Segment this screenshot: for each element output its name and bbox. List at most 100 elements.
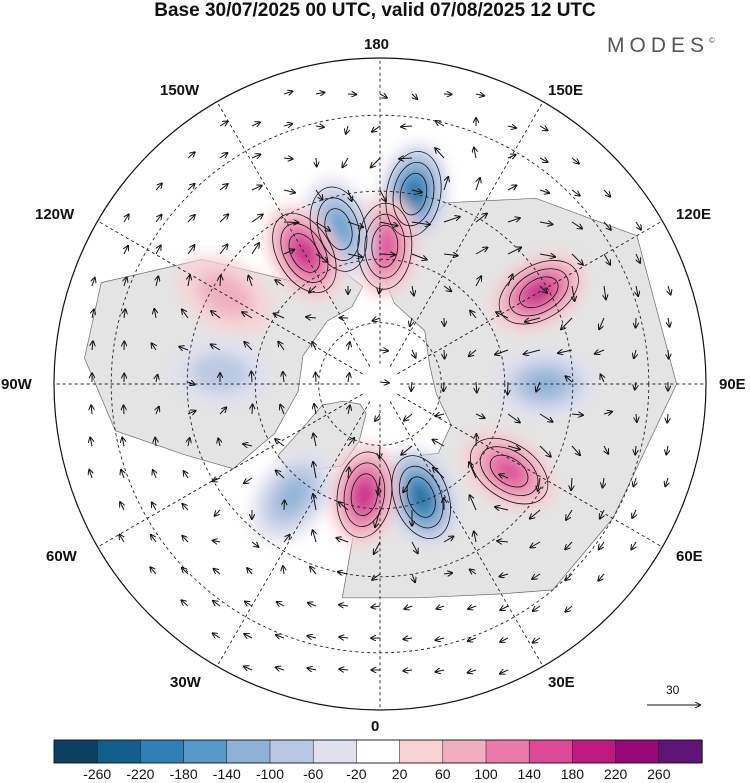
wind-vector-144 bbox=[316, 373, 317, 383]
parallel-75 bbox=[318, 322, 442, 446]
wind-vector-260 bbox=[565, 573, 573, 580]
wind-vector-51 bbox=[283, 222, 298, 223]
wind-vector-274 bbox=[565, 605, 573, 612]
wind-vector-251 bbox=[283, 566, 284, 575]
lon-label-90w: 90W bbox=[1, 376, 32, 393]
wind-vector-49 bbox=[219, 214, 228, 223]
wind-vector-279 bbox=[339, 637, 349, 638]
wind-vector-159 bbox=[187, 411, 196, 414]
wind-vector-204 bbox=[403, 477, 413, 492]
wind-vector-168 bbox=[475, 414, 485, 418]
graticule bbox=[54, 58, 706, 710]
wind-vector-213 bbox=[120, 502, 124, 511]
wind-vector-109 bbox=[410, 317, 412, 326]
wind-vector-133 bbox=[558, 350, 573, 353]
wind-vector-41 bbox=[475, 178, 480, 191]
wind-vector-208 bbox=[538, 477, 540, 491]
wind-vector-59 bbox=[539, 222, 553, 224]
wind-vector-176 bbox=[122, 438, 124, 447]
wind-vector-64 bbox=[155, 246, 161, 255]
wind-vector-216 bbox=[215, 509, 221, 516]
lon-label-120w: 120W bbox=[35, 206, 75, 223]
wind-vector-268 bbox=[371, 606, 381, 607]
wind-vector-249 bbox=[214, 569, 221, 575]
wind-vector-152 bbox=[566, 376, 573, 383]
wind-vector-3 bbox=[379, 94, 387, 98]
wind-vector-4 bbox=[412, 94, 417, 99]
lon-label-60e: 60E bbox=[676, 548, 703, 565]
wind-vector-92 bbox=[475, 276, 481, 287]
wind-vector-256 bbox=[443, 573, 452, 574]
wind-vector-34 bbox=[251, 186, 262, 191]
anomaly-blob-7 bbox=[384, 446, 458, 548]
wind-vector-218 bbox=[284, 500, 285, 511]
lon-label-120e: 120E bbox=[676, 206, 712, 223]
wind-vector-22 bbox=[316, 157, 317, 167]
meridian-300 bbox=[86, 393, 363, 554]
wind-vector-102 bbox=[182, 310, 189, 319]
height-contour-4-1 bbox=[519, 276, 559, 309]
wind-vector-29 bbox=[539, 158, 548, 162]
height-contour-6-3 bbox=[469, 437, 549, 505]
wind-vector-68 bbox=[283, 250, 294, 255]
wind-vector-69 bbox=[315, 253, 328, 262]
colorbar-swatch-2 bbox=[140, 739, 185, 764]
wind-vector-131 bbox=[495, 349, 509, 355]
wind-vector-79 bbox=[636, 253, 640, 263]
wind-vector-19 bbox=[219, 153, 227, 159]
height-contour-7-1 bbox=[406, 476, 436, 518]
wind-vector-281 bbox=[403, 638, 413, 639]
wind-vector-76 bbox=[539, 254, 555, 257]
wind-vector-112 bbox=[496, 312, 509, 319]
wind-vector-60 bbox=[571, 221, 582, 229]
anomaly-blob-6 bbox=[461, 430, 557, 512]
wind-vector-275 bbox=[213, 633, 221, 638]
meridian-240 bbox=[86, 214, 363, 375]
wind-vector-126 bbox=[348, 342, 350, 351]
wind-scale-label: 30 bbox=[666, 683, 680, 697]
wind-vector-229 bbox=[632, 509, 636, 518]
wind-vector-174 bbox=[667, 413, 668, 423]
wind-vector-73 bbox=[443, 254, 458, 256]
wind-vector-45 bbox=[603, 189, 610, 197]
wind-vector-85 bbox=[248, 276, 252, 287]
wind-vector-241 bbox=[474, 532, 476, 543]
wind-vector-8 bbox=[251, 122, 260, 126]
wind-vector-26 bbox=[435, 148, 445, 159]
wind-vector-215 bbox=[182, 504, 189, 511]
wind-vector-89 bbox=[379, 285, 380, 293]
wind-vector-103 bbox=[211, 311, 221, 319]
wind-vector-115 bbox=[599, 317, 605, 329]
colorbar-swatch-0 bbox=[53, 739, 98, 764]
height-contour-1-2 bbox=[364, 213, 406, 279]
wind-vector-170 bbox=[539, 413, 553, 422]
colorbar-label-7: 20 bbox=[391, 766, 408, 782]
wind-vector-16 bbox=[507, 126, 516, 128]
wind-vector-231 bbox=[151, 535, 157, 543]
wind-vector-146 bbox=[379, 382, 389, 383]
wind-vector-139 bbox=[156, 375, 158, 383]
anomaly-level-8-4 bbox=[355, 481, 373, 508]
wind-vector-224 bbox=[470, 495, 477, 511]
colorbar-label-4: -100 bbox=[255, 766, 285, 782]
wind-vector-94 bbox=[539, 285, 547, 293]
wind-vector-28 bbox=[507, 155, 516, 158]
wind-vector-221 bbox=[375, 509, 381, 527]
copyright-mark: © bbox=[709, 36, 715, 45]
wind-vector-18 bbox=[187, 152, 195, 159]
wind-vector-72 bbox=[411, 253, 427, 260]
lon-label-30w: 30W bbox=[170, 674, 201, 691]
wind-vector-160 bbox=[219, 407, 226, 415]
wind-vector-232 bbox=[182, 536, 189, 543]
wind-vector-149 bbox=[476, 381, 477, 393]
anomaly-field bbox=[168, 142, 597, 548]
lon-label-150e: 150E bbox=[548, 82, 584, 99]
height-contour-4-2 bbox=[508, 268, 569, 317]
wind-vector-86 bbox=[275, 280, 285, 287]
wind-vector-284 bbox=[500, 638, 509, 642]
colorbar-label-2: -180 bbox=[169, 766, 198, 782]
wind-vector-67 bbox=[251, 243, 259, 255]
wind-vector-140 bbox=[187, 382, 195, 385]
meridian-120 bbox=[397, 214, 674, 375]
wind-vector-82 bbox=[156, 276, 158, 287]
